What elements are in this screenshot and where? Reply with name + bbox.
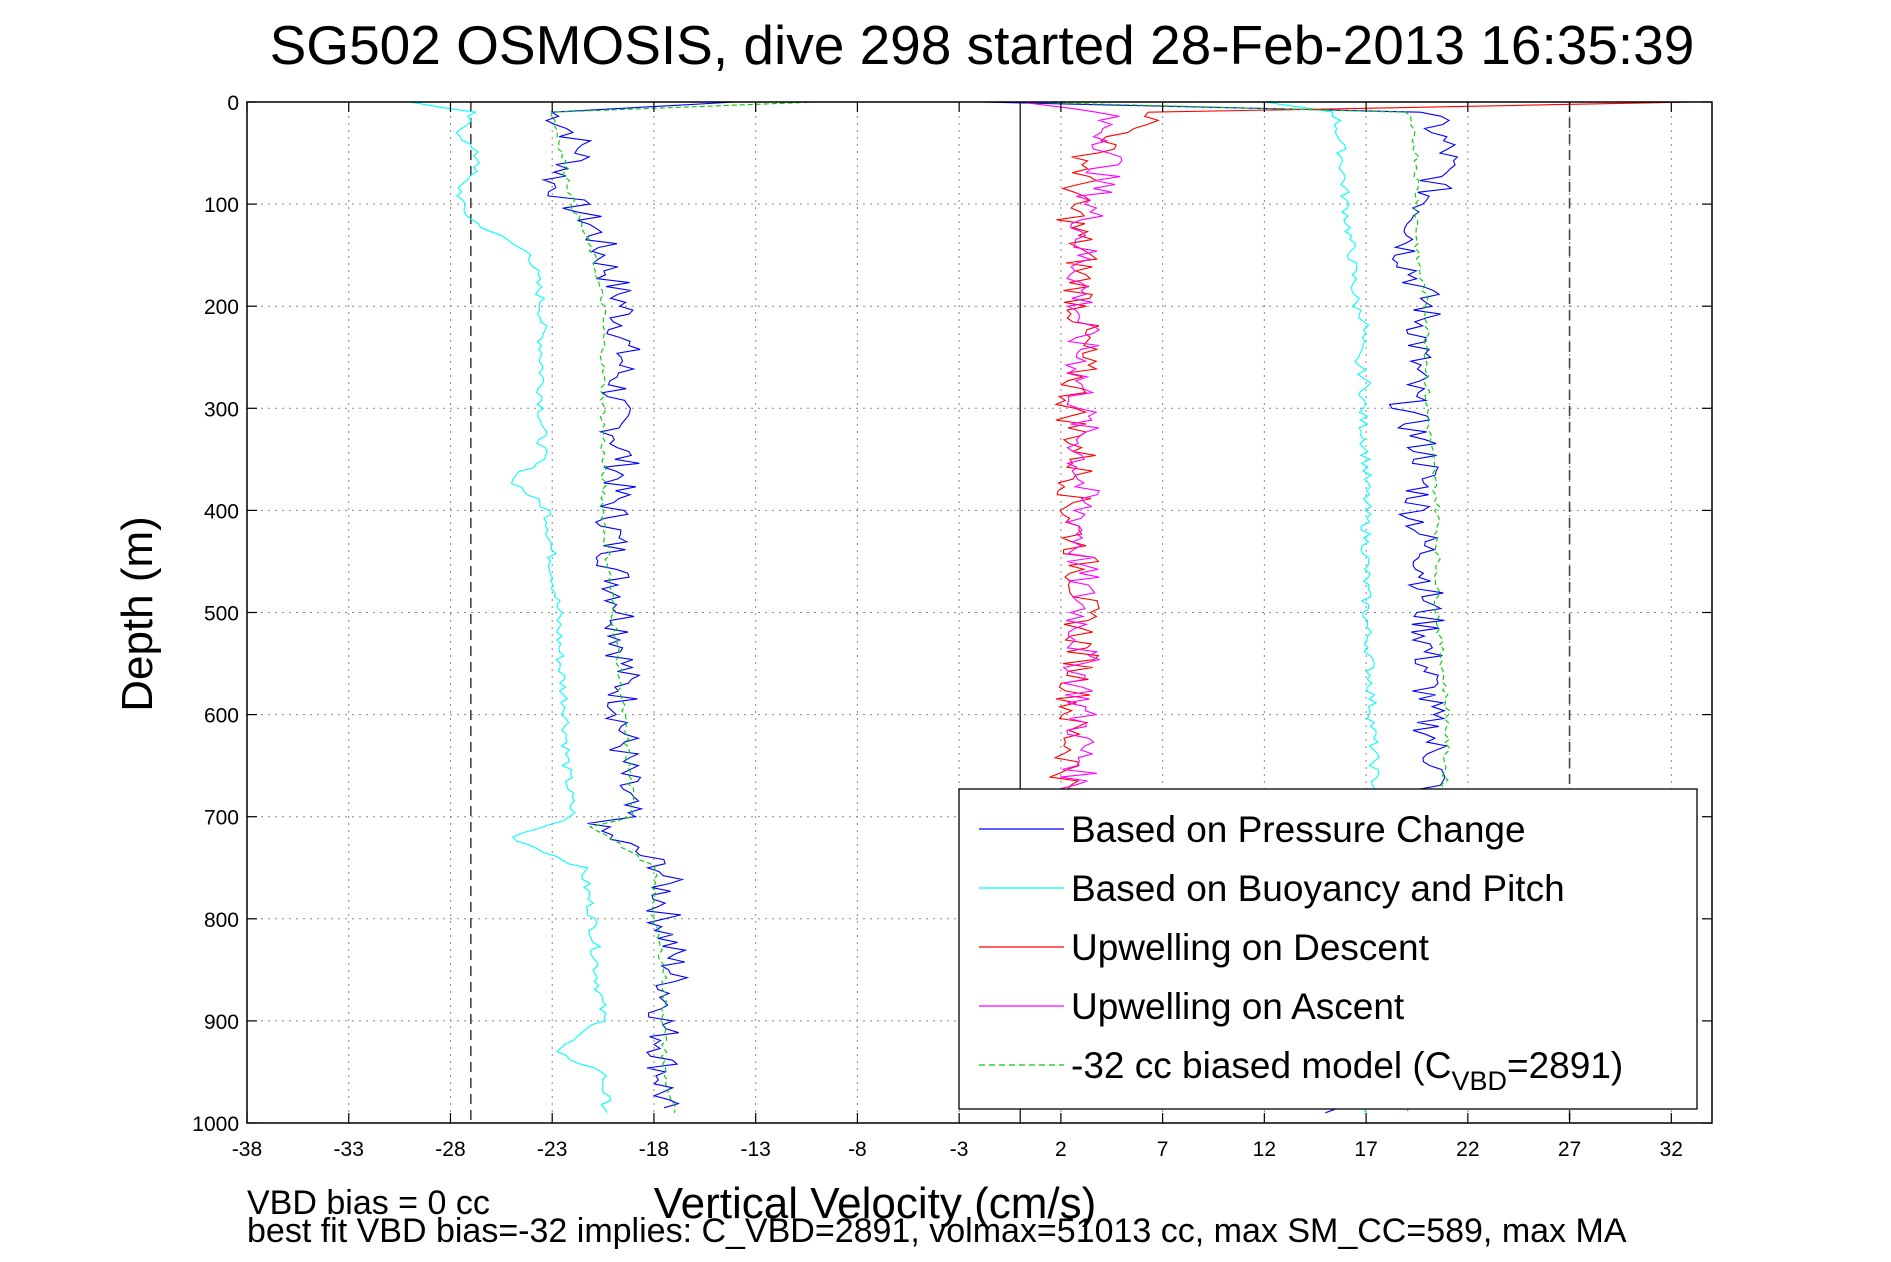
x-tick-label: -18	[639, 1138, 669, 1161]
y-tick-label: 100	[204, 194, 239, 217]
x-tick-label: 22	[1456, 1138, 1479, 1161]
y-tick-label: 0	[227, 92, 239, 115]
y-tick-label: 200	[204, 296, 239, 319]
series-line	[541, 101, 736, 1109]
x-tick-label: -33	[334, 1138, 364, 1161]
legend-box	[958, 788, 1698, 1110]
legend-entry-label: Upwelling on Descent	[1071, 927, 1430, 968]
x-axis-label: Vertical Velocity (cm/s)	[654, 1179, 1097, 1228]
chart-title: SG502 OSMOSIS, dive 298 started 28-Feb-2…	[270, 14, 1695, 76]
footer-line-1: VBD bias = 0 cc	[247, 1184, 490, 1222]
y-tick-label: 800	[204, 909, 239, 932]
series-line	[1020, 101, 1123, 797]
x-axis-ticks: -38 -33 -28 -23 -18 -13 -8 -3 2 7 12 17 22 27 32	[232, 102, 1683, 1161]
series-line	[550, 101, 817, 1113]
legend: Based on Pressure Change Based on Buoyanc…	[958, 788, 1698, 1110]
x-tick-label: 17	[1354, 1138, 1377, 1161]
x-tick-label: -23	[537, 1138, 567, 1161]
legend-entry-label: Based on Buoyancy and Pitch	[1071, 868, 1565, 909]
x-tick-label: -28	[435, 1138, 465, 1161]
x-tick-label: -8	[848, 1138, 867, 1161]
x-tick-label: -13	[741, 1138, 771, 1161]
x-tick-label: 27	[1558, 1138, 1581, 1161]
series-line	[1049, 101, 1692, 797]
y-tick-label: 700	[204, 807, 239, 830]
x-tick-label: -3	[950, 1138, 969, 1161]
series-line	[409, 101, 612, 1114]
y-tick-label: 1000	[192, 1113, 239, 1136]
x-tick-label: 2	[1055, 1138, 1067, 1161]
x-tick-label: 7	[1157, 1138, 1169, 1161]
legend-entry-label: Upwelling on Ascent	[1071, 986, 1405, 1027]
footer-line-2: best fit VBD bias=-32 implies: C_VBD=289…	[247, 1212, 1627, 1250]
y-tick-label: 600	[204, 705, 239, 728]
y-tick-label: 900	[204, 1011, 239, 1034]
y-axis-label: Depth (m)	[113, 516, 162, 712]
y-axis-ticks: 0 100 200 300 400 500 600 700 800 900 1000	[192, 92, 1712, 1136]
y-tick-label: 400	[204, 500, 239, 523]
legend-entry-label: Based on Pressure Change	[1071, 809, 1526, 850]
x-tick-label: -38	[232, 1138, 262, 1161]
x-tick-label: 32	[1660, 1138, 1683, 1161]
y-tick-label: 500	[204, 603, 239, 626]
x-tick-label: 12	[1253, 1138, 1276, 1161]
legend-entry-label: -32 cc biased model (CVBD=2891)	[1071, 1045, 1623, 1096]
y-tick-label: 300	[204, 398, 239, 421]
